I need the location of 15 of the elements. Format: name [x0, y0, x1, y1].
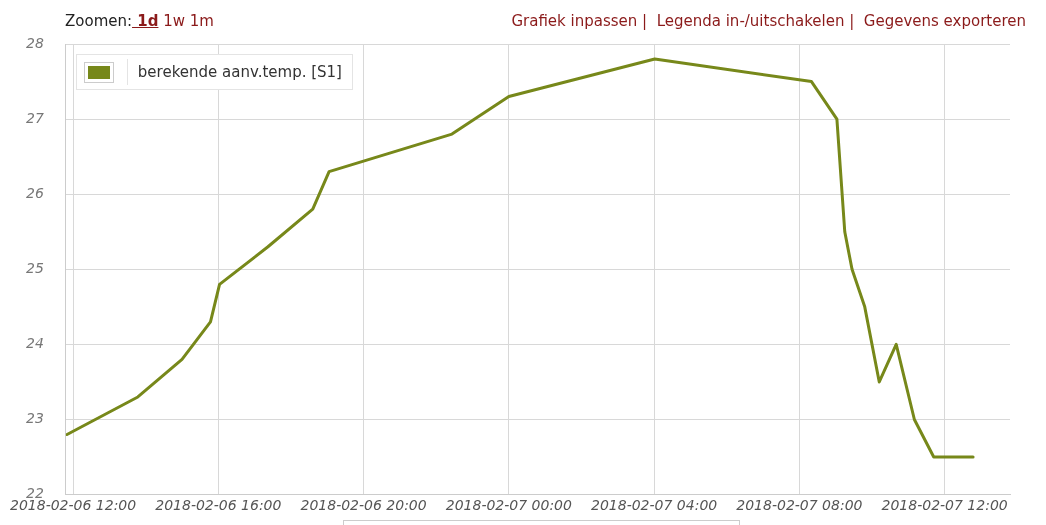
y-tick-label: 26 — [25, 184, 44, 201]
text: Zoomen: 1d 1w 1m — [65, 12, 214, 30]
y-tick-label: 25 — [25, 259, 44, 276]
y-tick-label: 24 — [25, 335, 44, 352]
x-tick-label: 2018-02-07 04:00 — [591, 496, 718, 513]
x-tick-label: 2018-02-07 12:00 — [881, 496, 1008, 513]
x-tick-label: 2018-02-07 00:00 — [445, 496, 573, 513]
x-tick-label: 2018-02-06 16:00 — [155, 496, 282, 513]
y-tick-label: 23 — [25, 410, 44, 427]
text: Grafiek inpassen | Legenda in-/uitschakelen | Gegevens exporteren — [511, 12, 1026, 30]
x-tick-label: 2018-02-06 20:00 — [300, 496, 427, 513]
y-tick-label: 28 — [25, 34, 44, 51]
y-tick-label: 27 — [25, 109, 44, 126]
x-tick-label: 2018-02-07 08:00 — [736, 496, 863, 513]
legend: berekende aanv.temp. [S1] — [75, 54, 353, 90]
